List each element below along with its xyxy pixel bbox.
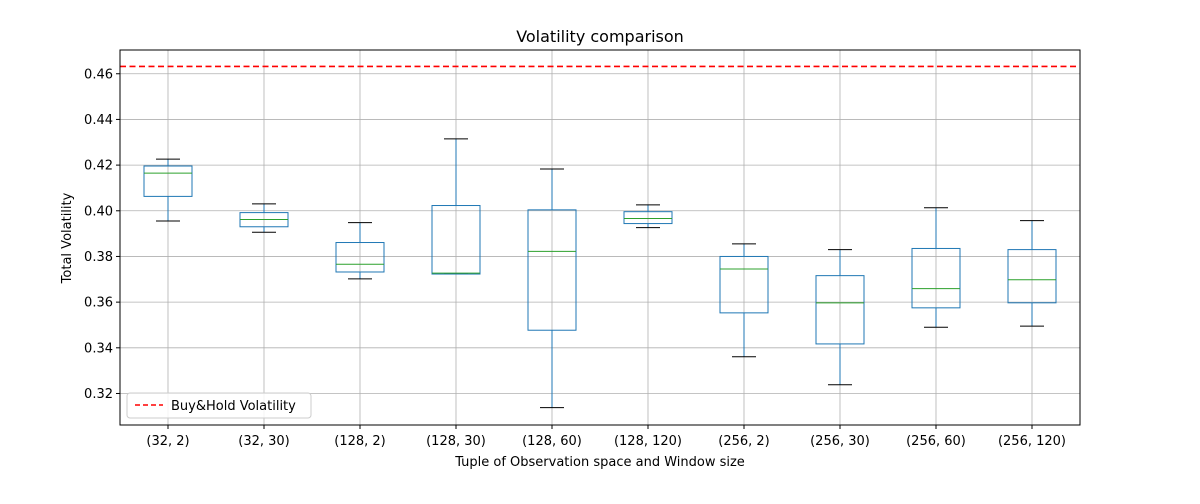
x-tick-label: (128, 30) xyxy=(426,434,486,449)
box-1 xyxy=(239,203,289,233)
iqr-box xyxy=(911,247,961,309)
box-7 xyxy=(815,249,865,386)
x-tick-label: (256, 120) xyxy=(998,434,1066,449)
boxes-layer xyxy=(143,138,1057,409)
box-8 xyxy=(911,207,961,328)
y-tick-label: 0.32 xyxy=(84,387,113,402)
box-4 xyxy=(527,168,577,409)
iqr-box xyxy=(1007,249,1057,304)
y-tick-label: 0.34 xyxy=(84,341,113,356)
y-tick-label: 0.40 xyxy=(84,204,113,219)
legend: Buy&Hold Volatility xyxy=(126,392,312,419)
y-tick-label: 0.42 xyxy=(84,159,113,174)
x-tick-label: (128, 60) xyxy=(522,434,582,449)
x-tick-label: (128, 120) xyxy=(614,434,682,449)
x-axis-ticks: (32, 2) (32, 30) (128, 2) (128, 30) (128, 60… xyxy=(146,425,1066,449)
y-tick-label: 0.38 xyxy=(84,250,113,265)
iqr-box xyxy=(431,205,481,275)
y-tick-label: 0.44 xyxy=(84,113,113,128)
box-2 xyxy=(335,222,385,280)
plot-area-frame xyxy=(119,49,1081,426)
x-tick-label: (32, 30) xyxy=(238,434,290,449)
iqr-box xyxy=(719,255,769,314)
box-0 xyxy=(143,158,193,222)
x-tick-label: (256, 2) xyxy=(718,434,770,449)
x-tick-label: (32, 2) xyxy=(146,434,189,449)
x-tick-label: (256, 60) xyxy=(906,434,966,449)
legend-box xyxy=(126,392,312,419)
iqr-box xyxy=(143,165,193,197)
box-9 xyxy=(1007,220,1057,327)
y-tick-label: 0.36 xyxy=(84,296,113,311)
box-3 xyxy=(431,138,481,275)
x-tick-label: (128, 2) xyxy=(334,434,386,449)
iqr-box xyxy=(815,275,865,345)
chart-title: Volatility comparison xyxy=(516,27,684,46)
y-tick-label: 0.46 xyxy=(84,67,113,82)
legend-label-buy-hold: Buy&Hold Volatility xyxy=(171,399,296,414)
x-axis-label: Tuple of Observation space and Window si… xyxy=(454,455,745,470)
iqr-box xyxy=(527,209,577,331)
y-axis-ticks: 0.32 0.34 0.36 0.38 0.40 0.42 0.44 0.46 xyxy=(84,67,120,402)
iqr-box xyxy=(335,242,385,273)
box-5 xyxy=(623,204,673,229)
x-tick-label: (256, 30) xyxy=(810,434,870,449)
iqr-box xyxy=(623,211,673,225)
box-6 xyxy=(719,243,769,358)
y-axis-label: Total Volatility xyxy=(60,192,75,284)
